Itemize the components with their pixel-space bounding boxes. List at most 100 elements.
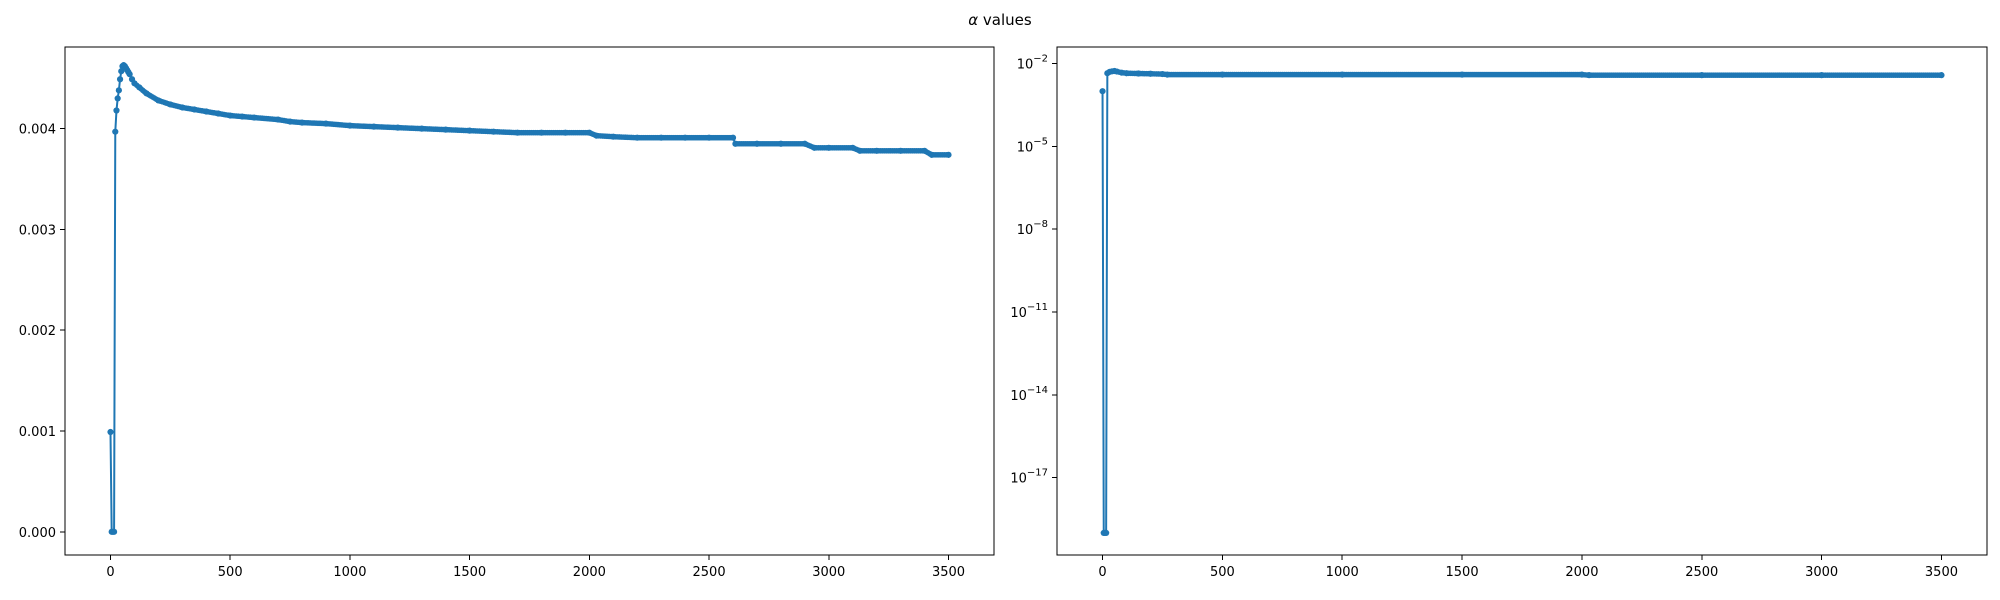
data-point bbox=[1103, 529, 1110, 537]
data-point bbox=[155, 97, 162, 104]
figure-title: α values bbox=[968, 11, 1032, 29]
data-point bbox=[753, 140, 761, 147]
y-tick-label: 10−5 bbox=[1017, 136, 1048, 155]
data-point bbox=[1099, 88, 1106, 95]
left-linear-panel: 0 500 1000 1500 2000 2500 3000 3500 0.000 0.001 0.… bbox=[19, 46, 995, 580]
data-point bbox=[849, 144, 856, 151]
data-point bbox=[251, 114, 258, 121]
data-point bbox=[1164, 71, 1171, 78]
series-marker-track bbox=[107, 62, 950, 535]
y-tick-exponent: −14 bbox=[1027, 385, 1048, 396]
x-tick-label: 2000 bbox=[1565, 565, 1598, 580]
x-tick-label: 500 bbox=[218, 565, 243, 580]
y-tick-exponent: −11 bbox=[1027, 302, 1048, 313]
plot-frame bbox=[1056, 46, 1988, 556]
x-tick-label: 1500 bbox=[453, 565, 486, 580]
y-tick-exponent: −2 bbox=[1033, 54, 1048, 65]
series-marker-track bbox=[1099, 68, 1943, 536]
data-point bbox=[322, 120, 330, 127]
data-point bbox=[1586, 72, 1593, 79]
x-tick-label: 0 bbox=[106, 565, 114, 580]
x-tick-label: 2500 bbox=[1685, 565, 1718, 580]
x-tick-label: 1500 bbox=[1446, 565, 1479, 580]
data-point bbox=[705, 134, 713, 141]
data-point bbox=[897, 147, 904, 154]
data-point bbox=[136, 84, 143, 91]
data-point bbox=[113, 107, 120, 114]
data-point bbox=[1147, 70, 1154, 77]
data-point bbox=[1698, 72, 1705, 79]
data-point bbox=[143, 90, 150, 97]
data-point bbox=[370, 123, 377, 130]
data-point bbox=[1118, 69, 1125, 76]
data-point bbox=[1578, 71, 1586, 78]
x-tick-label: 3500 bbox=[932, 565, 965, 580]
data-point bbox=[1339, 71, 1346, 78]
y-tick-base: 10 bbox=[1010, 472, 1027, 487]
data-point bbox=[732, 140, 739, 147]
y-tick-base: 10 bbox=[1010, 306, 1027, 321]
data-point bbox=[490, 128, 497, 135]
data-point bbox=[729, 134, 737, 141]
y-tick-label: 10−8 bbox=[1017, 219, 1048, 238]
data-point bbox=[562, 129, 569, 136]
x-tick-label: 3500 bbox=[1925, 565, 1958, 580]
data-point bbox=[1458, 71, 1466, 78]
data-point bbox=[112, 128, 119, 135]
data-point bbox=[586, 129, 593, 136]
data-point bbox=[921, 147, 928, 154]
y-tick-base: 10 bbox=[1010, 389, 1027, 404]
data-point bbox=[227, 112, 234, 119]
data-point bbox=[1113, 68, 1121, 75]
x-tick-label: 3000 bbox=[812, 565, 845, 580]
x-tick-label: 2500 bbox=[693, 565, 726, 580]
x-tick-label: 2000 bbox=[573, 565, 606, 580]
data-point bbox=[1938, 72, 1945, 79]
y-tick-label: 0.003 bbox=[19, 223, 56, 238]
data-point bbox=[167, 101, 174, 108]
alpha-symbol: α bbox=[968, 11, 978, 29]
y-tick-exponent: −17 bbox=[1027, 468, 1048, 479]
data-point bbox=[777, 140, 785, 147]
data-point bbox=[110, 528, 118, 535]
data-point bbox=[801, 140, 808, 147]
data-point bbox=[114, 95, 121, 102]
data-point bbox=[286, 118, 294, 125]
data-point bbox=[593, 132, 600, 139]
data-point bbox=[1135, 70, 1142, 77]
data-point bbox=[811, 144, 818, 151]
data-point bbox=[239, 113, 246, 120]
data-point bbox=[1818, 72, 1825, 79]
data-point bbox=[115, 87, 122, 94]
data-point bbox=[203, 108, 210, 115]
x-tick-label: 1000 bbox=[1326, 565, 1359, 580]
data-point bbox=[107, 428, 114, 436]
y-tick-label: 10−14 bbox=[1010, 385, 1048, 404]
data-point bbox=[825, 144, 832, 151]
data-point bbox=[126, 71, 133, 78]
y-tick-exponent: −5 bbox=[1033, 136, 1048, 147]
x-tick-label: 500 bbox=[1210, 565, 1235, 580]
data-point bbox=[538, 129, 545, 136]
data-point bbox=[945, 151, 952, 158]
data-point bbox=[298, 119, 306, 126]
data-point bbox=[928, 151, 935, 158]
y-tick-base: 10 bbox=[1017, 58, 1034, 73]
data-point bbox=[856, 147, 864, 154]
plot-frame bbox=[64, 46, 995, 556]
data-point bbox=[394, 124, 401, 131]
data-point bbox=[466, 127, 473, 134]
data-point bbox=[118, 68, 125, 75]
data-point bbox=[873, 147, 880, 154]
y-tick-label: 10−11 bbox=[1010, 302, 1048, 321]
x-tick-label: 0 bbox=[1098, 565, 1106, 580]
y-tick-label: 0.001 bbox=[19, 425, 56, 440]
data-point bbox=[442, 126, 449, 133]
data-point bbox=[131, 80, 138, 87]
series-line bbox=[1101, 70, 1942, 534]
data-point bbox=[275, 116, 282, 123]
data-point bbox=[116, 76, 124, 83]
figure-title-text: values bbox=[978, 11, 1032, 29]
data-point bbox=[610, 133, 617, 140]
